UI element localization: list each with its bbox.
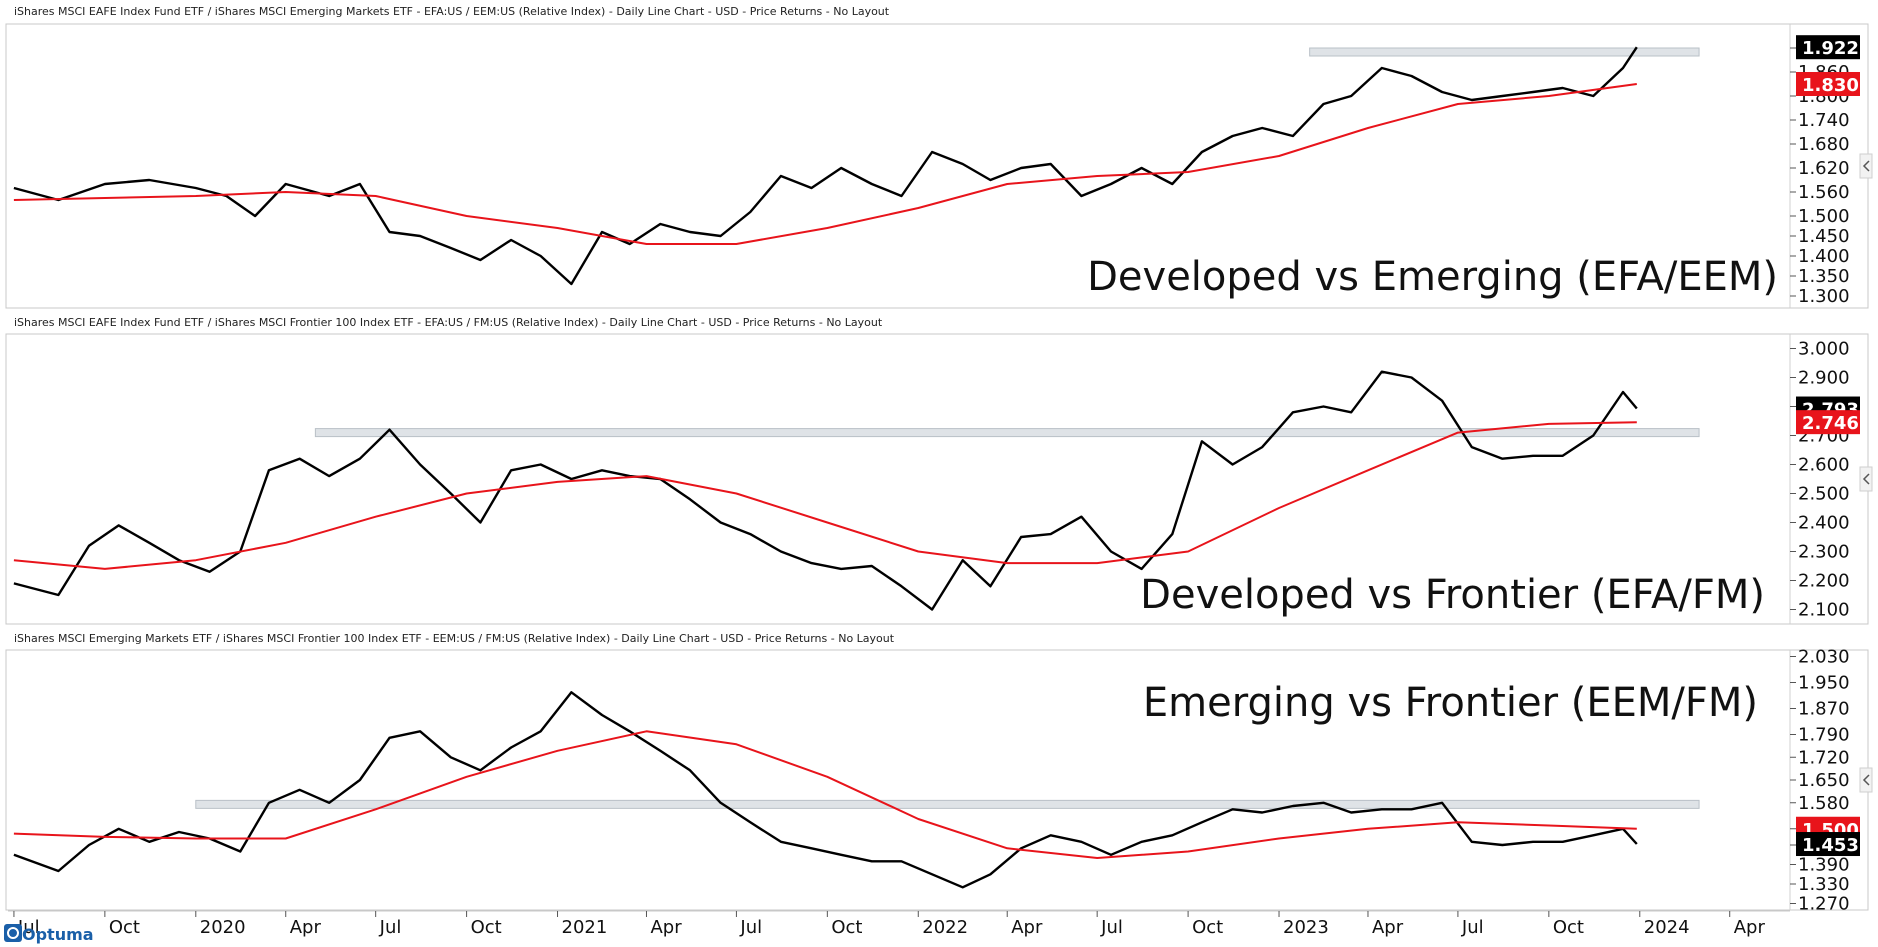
chevron-left-icon[interactable] <box>1859 466 1873 492</box>
x-tick-label: Jul <box>379 917 402 938</box>
y-tick-label: 2.400 <box>1798 513 1850 534</box>
price-ratio-line <box>13 370 1638 611</box>
x-tick-label: Jul <box>1100 917 1123 938</box>
logo-text: Optuma <box>22 925 94 944</box>
last-value-label: 1.922 <box>1802 38 1859 59</box>
chart-panel-1: iShares MSCI EAFE Index Fund ETF / iShar… <box>5 5 1873 309</box>
x-axis: Jul Oct 2020 Apr Jul Oct 2021 Apr Jul Oct 2022 Apr J… <box>8 910 1790 938</box>
chevron-left-icon[interactable] <box>1859 767 1873 793</box>
y-tick-label: 1.450 <box>1798 226 1850 247</box>
x-tick-label: Oct <box>1192 917 1223 938</box>
resistance-band <box>1309 47 1700 57</box>
x-tick-label: Oct <box>109 917 140 938</box>
x-tick-label: 2023 <box>1283 917 1329 938</box>
last-value-label: 1.453 <box>1802 835 1859 856</box>
optuma-logo-icon <box>4 924 22 942</box>
last-value-badge <box>1796 410 1860 435</box>
y-tick-label: 2.200 <box>1798 571 1850 592</box>
chevron-left-icon[interactable] <box>1859 153 1873 179</box>
panel-title: Emerging vs Frontier (EEM/FM) <box>1143 680 1758 726</box>
y-tick-label: 2.030 <box>1798 647 1850 668</box>
y-tick-label: 1.620 <box>1798 158 1850 179</box>
resistance-band <box>314 428 1700 438</box>
y-tick-label: 1.330 <box>1798 874 1850 895</box>
y-tick-label: 1.790 <box>1798 725 1850 746</box>
moving-average-line <box>13 421 1637 570</box>
x-tick-label: 2020 <box>200 917 246 938</box>
resistance-band <box>195 799 1700 809</box>
moving-average-line <box>13 83 1637 245</box>
x-tick-label: Apr <box>290 917 322 938</box>
optuma-logo-icon-inner <box>7 927 19 939</box>
y-tick-label: 2.500 <box>1798 484 1850 505</box>
y-tick-label: 1.870 <box>1798 699 1850 720</box>
panel-caption: iShares MSCI EAFE Index Fund ETF / iShar… <box>14 316 883 329</box>
x-tick-label: Jul <box>739 917 762 938</box>
y-tick-label: 1.350 <box>1798 266 1850 287</box>
y-tick-label: 2.600 <box>1798 455 1850 476</box>
y-tick-label: 1.740 <box>1798 110 1850 131</box>
panel-title: Developed vs Emerging (EFA/EEM) <box>1087 254 1778 300</box>
price-ratio-line <box>13 46 1638 286</box>
x-tick-label: 2022 <box>922 917 968 938</box>
x-tick-label: Jul <box>17 917 40 938</box>
y-tick-label: 2.300 <box>1798 542 1850 563</box>
last-value-badge <box>1796 832 1860 857</box>
y-tick-label: 1.580 <box>1798 793 1850 814</box>
y-tick-label: 1.720 <box>1798 747 1850 768</box>
y-tick-label: 3.000 <box>1798 339 1850 360</box>
y-tick-label: 1.950 <box>1798 673 1850 694</box>
y-tick-label: 1.390 <box>1798 855 1850 876</box>
optuma-logo: Optuma <box>4 924 94 944</box>
x-tick-label: 2024 <box>1644 917 1690 938</box>
x-tick-label: Oct <box>471 917 502 938</box>
panel-caption: iShares MSCI Emerging Markets ETF / iSha… <box>14 632 895 645</box>
last-value-label: 2.746 <box>1802 413 1859 434</box>
last-value-badge <box>1796 35 1860 60</box>
price-ratio-line <box>13 691 1638 889</box>
moving-average-line <box>13 730 1637 859</box>
x-tick-label: Apr <box>650 917 682 938</box>
y-tick-label: 1.650 <box>1798 770 1850 791</box>
y-tick-label: 1.400 <box>1798 246 1850 267</box>
y-tick-label: 2.900 <box>1798 368 1850 389</box>
y-tick-label: 1.270 <box>1798 894 1850 915</box>
y-tick-label: 1.500 <box>1798 206 1850 227</box>
chart-panel-2: iShares MSCI EAFE Index Fund ETF / iShar… <box>5 316 1873 625</box>
y-tick-label: 2.100 <box>1798 600 1850 621</box>
y-tick-label: 1.300 <box>1798 286 1850 307</box>
y-tick-label: 1.680 <box>1798 134 1850 155</box>
x-tick-label: Oct <box>831 917 862 938</box>
chart-panel-3: iShares MSCI Emerging Markets ETF / iSha… <box>5 632 1873 915</box>
x-tick-label: Apr <box>1011 917 1043 938</box>
x-tick-label: Oct <box>1553 917 1584 938</box>
x-tick-label: Apr <box>1734 917 1766 938</box>
x-tick-label: 2021 <box>562 917 608 938</box>
x-tick-label: Apr <box>1372 917 1404 938</box>
x-tick-label: Jul <box>1461 917 1484 938</box>
last-value-badge <box>1796 72 1860 96</box>
last-value-label: 1.830 <box>1802 75 1859 96</box>
y-tick-label: 1.560 <box>1798 182 1850 203</box>
panel-title: Developed vs Frontier (EFA/FM) <box>1140 572 1765 618</box>
panel-caption: iShares MSCI EAFE Index Fund ETF / iShar… <box>14 5 890 18</box>
